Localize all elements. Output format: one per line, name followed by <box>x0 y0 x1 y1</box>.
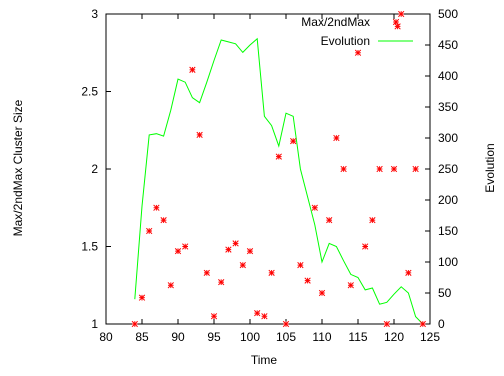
max-2ndmax-point <box>304 277 311 284</box>
max-2ndmax-point <box>412 165 419 173</box>
max-2ndmax-point <box>232 240 239 247</box>
legend-label-evolution: Evolution <box>321 34 370 48</box>
max-2ndmax-point <box>362 243 369 250</box>
max-2ndmax-series <box>131 10 426 328</box>
max-2ndmax-point <box>390 165 398 173</box>
x-axis-title: Time <box>251 353 278 367</box>
max-2ndmax-point <box>254 309 261 317</box>
max-2ndmax-point <box>203 269 210 277</box>
right-y-tick-label: 400 <box>438 69 458 83</box>
max-2ndmax-point <box>160 216 167 224</box>
max-2ndmax-point <box>153 204 160 211</box>
max-2ndmax-point <box>347 282 354 289</box>
evolution-line <box>134 37 424 325</box>
right-y-ticks: 0 50 100 150 200 250 300 350 400 450 500 <box>425 7 458 331</box>
max-2ndmax-point <box>131 320 138 328</box>
max-2ndmax-point <box>174 247 182 255</box>
legend-marker-max-2ndmax <box>392 18 400 26</box>
max-2ndmax-point <box>376 165 383 173</box>
max-2ndmax-point <box>340 165 347 173</box>
x-tick-label: 85 <box>135 330 149 344</box>
x-tick-label: 100 <box>240 330 260 344</box>
x-tick-label: 125 <box>420 330 440 344</box>
max-2ndmax-point <box>225 246 232 253</box>
max-2ndmax-point <box>261 313 268 320</box>
right-y-tick-label: 500 <box>438 7 458 21</box>
max-2ndmax-point <box>398 10 405 18</box>
left-y-ticks: 1 1.5 2 2.5 3 <box>81 7 111 331</box>
legend-label-max-2ndmax: Max/2ndMax <box>301 15 370 29</box>
max-2ndmax-point <box>318 289 326 297</box>
max-2ndmax-point <box>282 320 290 328</box>
max-2ndmax-point <box>210 313 218 320</box>
max-2ndmax-point <box>369 216 376 224</box>
right-y-tick-label: 300 <box>438 131 458 145</box>
max-2ndmax-point <box>189 66 196 73</box>
max-2ndmax-point <box>354 49 362 56</box>
left-y-tick-label: 2.5 <box>81 85 98 99</box>
x-tick-label: 115 <box>348 330 367 344</box>
legend-star <box>392 18 400 26</box>
max-2ndmax-point <box>419 320 426 328</box>
max-2ndmax-point <box>246 247 254 255</box>
x-ticks: 80 85 90 95 100 105 110 115 120 125 <box>99 14 440 344</box>
right-y-tick-label: 250 <box>438 162 458 176</box>
max-2ndmax-point <box>275 153 282 160</box>
max-2ndmax-point <box>290 137 297 145</box>
max-2ndmax-point <box>167 282 174 289</box>
max-2ndmax-point <box>138 294 146 301</box>
max-2ndmax-point <box>196 131 203 139</box>
right-y-tick-label: 50 <box>438 286 452 300</box>
right-y-tick-label: 100 <box>438 255 458 269</box>
right-y-tick-label: 200 <box>438 193 458 207</box>
right-y-tick-label: 150 <box>438 224 458 238</box>
legend: Max/2ndMax Evolution <box>301 15 413 48</box>
x-tick-label: 90 <box>171 330 185 344</box>
max-2ndmax-point <box>218 278 225 286</box>
right-y-tick-label: 0 <box>438 317 445 331</box>
max-2ndmax-point <box>268 269 275 277</box>
max-2ndmax-point <box>326 216 333 224</box>
max-2ndmax-point <box>383 320 390 328</box>
max-2ndmax-point <box>311 204 318 211</box>
x-tick-label: 105 <box>276 330 296 344</box>
x-tick-label: 120 <box>384 330 404 344</box>
x-tick-label: 80 <box>99 330 113 344</box>
max-2ndmax-point <box>182 243 189 250</box>
max-2ndmax-point <box>405 269 412 277</box>
max-2ndmax-point <box>146 227 153 235</box>
max-2ndmax-point <box>239 261 246 269</box>
left-y-tick-label: 3 <box>91 7 98 21</box>
left-y-tick-label: 1.5 <box>81 240 98 254</box>
right-y-tick-label: 350 <box>438 100 458 114</box>
evolution-series <box>134 37 424 325</box>
max-2ndmax-point <box>297 261 304 269</box>
max-2ndmax-point <box>333 134 340 142</box>
x-tick-label: 110 <box>312 330 331 344</box>
x-tick-label: 95 <box>207 330 221 344</box>
left-y-tick-label: 2 <box>91 162 98 176</box>
right-y-tick-label: 450 <box>438 38 458 52</box>
right-y-axis-title: Evolution <box>483 143 497 192</box>
left-y-axis-title: Max/2ndMax Cluster Size <box>11 99 25 236</box>
left-y-tick-label: 1 <box>91 317 98 331</box>
